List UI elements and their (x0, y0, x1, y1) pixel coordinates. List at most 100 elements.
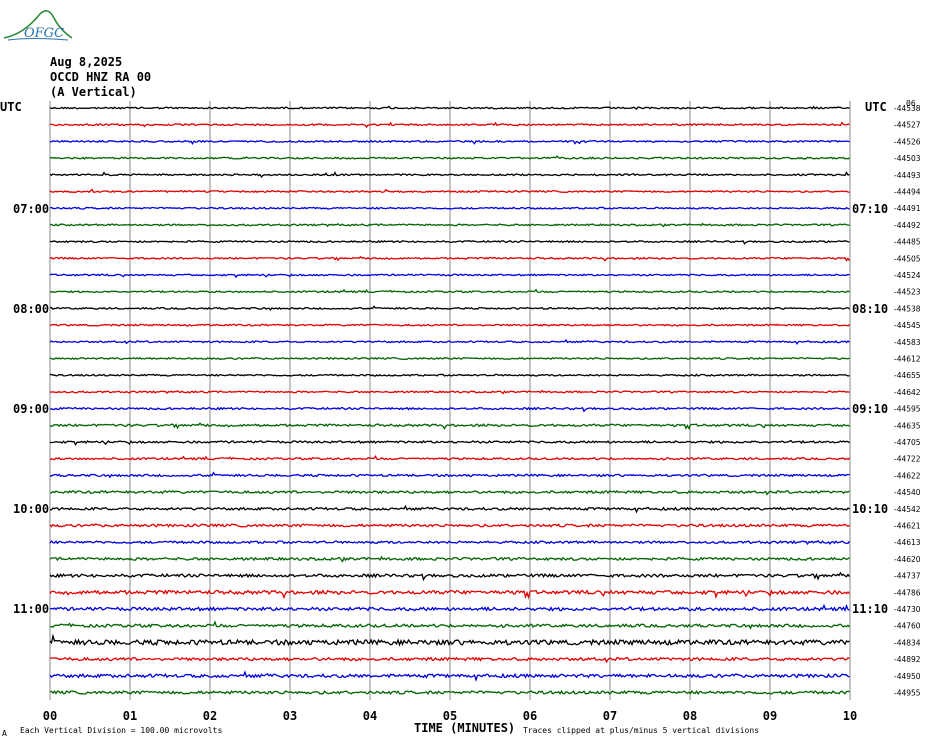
trace-offset-label: -44491 (894, 204, 921, 213)
trace-offset-label: -44730 (894, 605, 921, 614)
trace-line (49, 539, 851, 546)
header-component: (A Vertical) (50, 85, 137, 99)
trace-line (49, 105, 850, 111)
x-tick-label: 02 (203, 709, 217, 723)
scale-note: Each Vertical Division = 100.00 microvol… (20, 726, 223, 735)
trace-line (49, 305, 850, 311)
x-tick-label: 01 (123, 709, 137, 723)
trace-line (49, 523, 850, 528)
trace-offset-label: -44705 (894, 438, 921, 447)
trace-offset-label: -44545 (894, 321, 921, 330)
trace-line (49, 490, 850, 496)
trace-offset-label: -44620 (894, 555, 921, 564)
left-hour-label: 07:00 (13, 202, 50, 216)
trace-offset-label: -44526 (894, 137, 921, 146)
corner-mark: A (2, 729, 7, 738)
vertical-grid (49, 101, 851, 700)
logo-mountain-icon (3, 10, 73, 41)
trace-line (49, 239, 850, 245)
trace-offset-label: -44642 (894, 388, 921, 397)
trace-line (49, 188, 850, 194)
trace-offset-label: -44524 (894, 271, 921, 280)
trace-line (49, 589, 850, 600)
trace-offset-label: -44538 (894, 104, 921, 113)
trace-line (49, 121, 850, 129)
trace-offset-label: -44494 (894, 188, 921, 197)
trace-line (49, 571, 851, 582)
trace-group (49, 105, 851, 696)
trace-line (49, 171, 850, 178)
x-tick-label: 07 (603, 709, 617, 723)
trace-line (49, 471, 850, 479)
trace-line (49, 670, 850, 683)
trace-offset-label: -44583 (894, 338, 921, 347)
trace-offset-label: -44485 (894, 238, 921, 247)
left-hour-label: 10:00 (13, 502, 50, 516)
trace-line (49, 389, 850, 395)
trace-offset-label: -44540 (894, 488, 921, 497)
trace-line (49, 338, 850, 346)
x-tick-label: 03 (283, 709, 297, 723)
left-hour-label: 11:00 (13, 602, 50, 616)
x-tick-label: 05 (443, 709, 457, 723)
trace-offset-label: -44635 (894, 421, 921, 430)
trace-offset-label: -44834 (894, 638, 921, 647)
trace-offset-label: -44595 (894, 405, 921, 414)
trace-offset-label: -44622 (894, 471, 921, 480)
trace-offset-label: -44722 (894, 455, 921, 464)
trace-offset-label: -44492 (894, 221, 921, 230)
right-hour-label: 08:10 (852, 302, 889, 316)
trace-offset-label: -44505 (894, 254, 921, 263)
right-hour-label: 11:10 (852, 602, 889, 616)
header-date: Aug 8,2025 (50, 55, 123, 69)
offset-labels: -44538 -44527 -44526 -44503 -44493 -44494 -444… (894, 104, 921, 698)
logo: OFGC (2, 4, 74, 46)
trace-line (49, 255, 851, 262)
left-hour-label: 08:00 (13, 302, 50, 316)
trace-line (49, 633, 850, 647)
trace-line (49, 656, 850, 664)
x-tick-label: 08 (683, 709, 697, 723)
trace-offset-label: -44955 (894, 689, 921, 698)
trace-offset-label: -44523 (894, 288, 921, 297)
trace-offset-label: -44760 (894, 622, 921, 631)
trace-line (49, 273, 850, 279)
logo-text: OFGC (24, 26, 65, 41)
x-tick-label: 06 (523, 709, 537, 723)
top-marker: 06 (906, 99, 916, 108)
trace-offset-label: -44613 (894, 538, 921, 547)
trace-line (49, 222, 850, 228)
trace-line (49, 454, 850, 461)
trace-line (49, 288, 850, 294)
trace-line (49, 406, 850, 413)
left-hour-label: 09:00 (13, 402, 50, 416)
right-hour-label: 07:10 (852, 202, 889, 216)
trace-line (49, 139, 850, 145)
left-utc-label: UTC (0, 100, 22, 114)
clip-note: Traces clipped at plus/minus 5 vertical … (523, 726, 760, 735)
trace-line (49, 555, 850, 563)
trace-offset-label: -44542 (894, 505, 921, 514)
trace-offset-label: -44538 (894, 304, 921, 313)
header-station: OCCD HNZ RA 00 (50, 70, 152, 84)
trace-line (49, 323, 850, 327)
trace-offset-label: -44612 (894, 355, 921, 364)
trace-line (49, 689, 850, 696)
trace-line (49, 356, 850, 361)
trace-offset-label: -44621 (894, 522, 921, 531)
trace-line (49, 620, 850, 630)
trace-line (49, 206, 850, 210)
x-tick-label: 09 (763, 709, 777, 723)
trace-line (49, 439, 850, 447)
trace-offset-label: -44786 (894, 588, 921, 597)
trace-line (49, 603, 850, 613)
trace-offset-label: -44655 (894, 371, 921, 380)
trace-offset-label: -44737 (894, 572, 921, 581)
trace-line (49, 504, 850, 514)
x-tick-label: 04 (363, 709, 377, 723)
trace-offset-label: -44892 (894, 655, 921, 664)
x-tick-label: 00 (43, 709, 57, 723)
trace-offset-label: -44493 (894, 171, 921, 180)
trace-line (49, 155, 850, 160)
trace-offset-label: -44950 (894, 672, 921, 681)
